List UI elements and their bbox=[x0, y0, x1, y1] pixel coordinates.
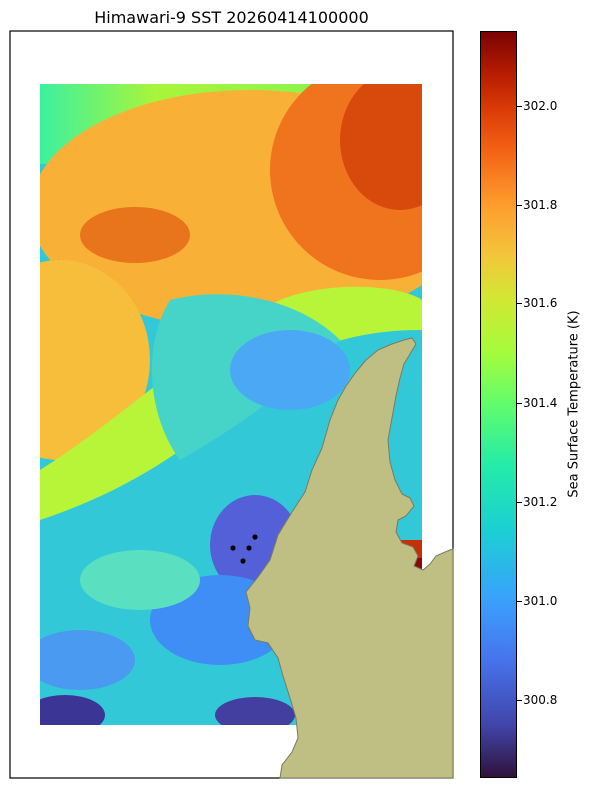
colorbar-tick-label: 301.0 bbox=[523, 594, 558, 608]
colorbar-tick bbox=[517, 205, 522, 206]
colorbar-label: Sea Surface Temperature (K) bbox=[566, 310, 582, 498]
colorbar-tick bbox=[517, 106, 522, 107]
colorbar-tick bbox=[517, 700, 522, 701]
colorbar-tick bbox=[517, 601, 522, 602]
colorbar bbox=[480, 31, 517, 778]
colorbar-tick-label: 302.0 bbox=[523, 99, 558, 113]
colorbar-tick-label: 301.2 bbox=[523, 495, 558, 509]
point-marker bbox=[230, 545, 236, 551]
colorbar-tick bbox=[517, 502, 522, 503]
land-mass bbox=[245, 337, 454, 779]
point-marker bbox=[252, 534, 258, 540]
map-frame bbox=[9, 30, 454, 779]
point-marker bbox=[246, 545, 252, 551]
map-title: Himawari-9 SST 20260414100000 bbox=[94, 8, 369, 27]
colorbar-tick-label: 301.4 bbox=[523, 396, 558, 410]
colorbar-tick-label: 301.8 bbox=[523, 198, 558, 212]
colorbar-tick-label: 301.6 bbox=[523, 296, 558, 310]
colorbar-tick bbox=[517, 303, 522, 304]
point-marker bbox=[240, 558, 246, 564]
colorbar-tick bbox=[517, 403, 522, 404]
colorbar-tick-label: 300.8 bbox=[523, 693, 558, 707]
